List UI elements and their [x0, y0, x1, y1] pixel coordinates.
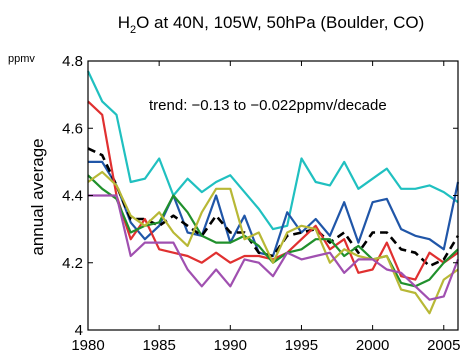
x-tick-label: 2005: [427, 337, 460, 354]
series-line-2: [88, 160, 460, 258]
chart-title: H2O at 40N, 105W, 50hPa (Boulder, CO): [118, 13, 425, 36]
x-tick-label: 2000: [356, 337, 389, 354]
y-axis-label: annual average: [28, 138, 47, 255]
x-tick-label: 1990: [214, 337, 247, 354]
y-unit-label: ppmv: [8, 53, 35, 65]
x-tick-label: 1985: [142, 337, 175, 354]
x-tick-label: 1980: [71, 337, 104, 354]
y-tick-label: 4.8: [62, 53, 83, 70]
series-line-1: [87, 70, 459, 231]
trend-annotation: trend: −0.13 to −0.022ppmv/decade: [149, 97, 387, 114]
series-line-3: [87, 147, 460, 268]
x-tick-label: 1995: [285, 337, 318, 354]
series-line-7: [88, 194, 460, 301]
series-line-6: [87, 170, 459, 315]
y-tick-label: 4.4: [62, 188, 83, 205]
y-tick-label: 4.6: [62, 120, 83, 137]
series-line-4: [87, 100, 459, 281]
y-tick-label: 4.2: [62, 255, 83, 272]
plot-area: 1980 1985 1990 1995 2000 2005 4 4.2 4.4 4.6 4.8: [62, 53, 460, 354]
y-tick-label: 4: [75, 322, 83, 339]
